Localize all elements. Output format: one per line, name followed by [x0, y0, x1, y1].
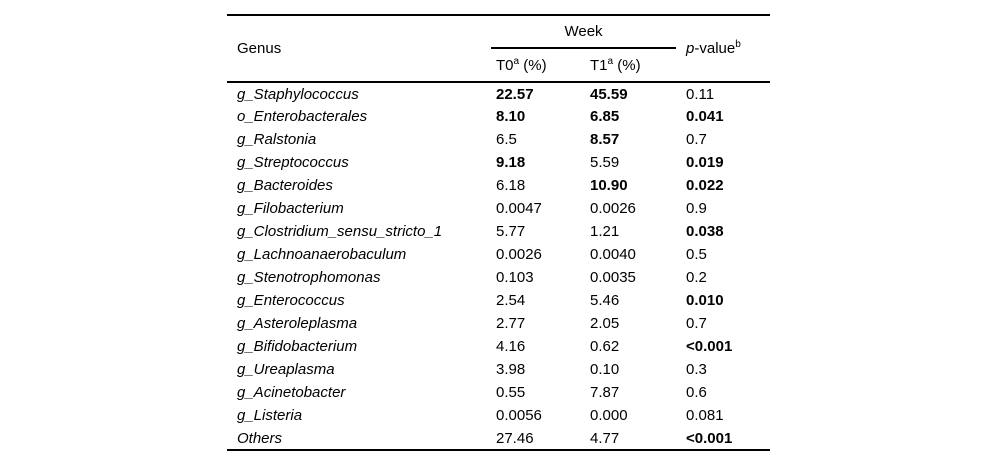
p-value-cell: 0.019 — [686, 154, 724, 171]
t1-cell: 0.0026 — [590, 200, 636, 217]
table-row: g_Staphylococcus 22.57 45.59 0.11 — [227, 82, 770, 105]
table-row: g_Asteroleplasma 2.77 2.05 0.7 — [227, 312, 770, 335]
p-value-cell: 0.9 — [686, 200, 707, 217]
column-header-t1: T1a (%) — [585, 48, 676, 82]
genus-cell: g_Enterococcus — [237, 292, 345, 309]
p-value-cell: 0.3 — [686, 361, 707, 378]
genus-cell: g_Lachnoanaerobaculum — [237, 246, 407, 263]
genus-cell: Others — [237, 429, 283, 447]
table-row: g_Listeria 0.0056 0.000 0.081 — [227, 404, 770, 427]
table-header: Genus Week p-valueb T0a (%) T1a (%) — [227, 15, 771, 82]
column-header-t0: T0a (%) — [491, 48, 585, 82]
p-value-cell: <0.001 — [686, 338, 733, 355]
t0-cell: 6.18 — [496, 177, 526, 194]
table-row: g_Bifidobacterium 4.16 0.62 <0.001 — [227, 335, 770, 358]
t0-cell: 0.0026 — [496, 246, 542, 263]
genus-abundance-table-wrap: Genus Week p-valueb T0a (%) T1a (%) g_St… — [227, 14, 771, 451]
t1-cell: 0.0040 — [590, 246, 636, 263]
p-value-footnote-marker: b — [735, 39, 741, 50]
t0-cell: 22.57 — [496, 85, 534, 103]
p-value-cell: 0.2 — [686, 269, 707, 286]
t1-cell: 0.0035 — [590, 269, 636, 286]
table-row: g_Bacteroides 6.18 10.90 0.022 — [227, 174, 770, 197]
table-row: g_Ureaplasma 3.98 0.10 0.3 — [227, 358, 770, 381]
t0-cell: 27.46 — [496, 429, 534, 447]
t0-cell: 2.77 — [496, 315, 526, 332]
t1-cell: 45.59 — [590, 85, 628, 103]
t1-footnote-marker: a — [607, 55, 614, 67]
t1-cell: 0.62 — [590, 338, 620, 355]
column-header-p-value: p-valueb — [676, 15, 770, 82]
p-value-suffix: -value — [694, 40, 736, 57]
t0-cell: 9.18 — [496, 154, 526, 171]
genus-cell: g_Ureaplasma — [237, 361, 335, 378]
table-row: g_Clostridium_sensu_stricto_1 5.77 1.21 0.0… — [227, 220, 770, 243]
table-row: g_Ralstonia 6.5 8.57 0.7 — [227, 128, 770, 151]
p-value-cell: 0.038 — [686, 223, 724, 240]
table-row: g_Lachnoanaerobaculum 0.0026 0.0040 0.5 — [227, 243, 770, 266]
t1-unit: (%) — [613, 56, 641, 74]
genus-cell: o_Enterobacterales — [237, 108, 368, 125]
t1-cell: 0.10 — [590, 361, 620, 378]
t1-cell: 1.21 — [590, 223, 620, 240]
t1-cell: 10.90 — [590, 177, 628, 194]
genus-cell: g_Filobacterium — [237, 200, 344, 217]
t0-cell: 5.77 — [496, 223, 526, 240]
t0-label: T0 — [496, 56, 514, 74]
genus-cell: g_Staphylococcus — [237, 85, 359, 103]
table-row: o_Enterobacterales 8.10 6.85 0.041 — [227, 105, 770, 128]
t1-cell: 5.46 — [590, 292, 620, 309]
t0-cell: 0.0047 — [496, 200, 542, 217]
t1-cell: 5.59 — [590, 154, 620, 171]
genus-cell: g_Asteroleplasma — [237, 315, 358, 332]
genus-cell: g_Ralstonia — [237, 131, 317, 148]
t1-cell: 8.57 — [590, 131, 620, 148]
column-header-genus: Genus — [237, 40, 282, 57]
p-value-cell: 0.7 — [686, 315, 707, 332]
table-row: g_Streptococcus 9.18 5.59 0.019 — [227, 151, 770, 174]
genus-cell: g_Bacteroides — [237, 177, 333, 194]
t0-cell: 8.10 — [496, 108, 526, 125]
t0-cell: 4.16 — [496, 338, 526, 355]
t0-cell: 0.55 — [496, 384, 526, 401]
t1-cell: 7.87 — [590, 384, 620, 401]
t1-label: T1 — [590, 56, 608, 74]
table-row: g_Filobacterium 0.0047 0.0026 0.9 — [227, 197, 770, 220]
p-value-cell: <0.001 — [686, 429, 733, 447]
t0-unit: (%) — [519, 56, 547, 74]
p-value-cell: 0.11 — [686, 85, 715, 103]
t0-cell: 0.0056 — [496, 407, 542, 424]
table-row: Others 27.46 4.77 <0.001 — [227, 427, 770, 450]
t1-cell: 6.85 — [590, 108, 620, 125]
p-value-cell: 0.5 — [686, 246, 707, 263]
genus-abundance-table: Genus Week p-valueb T0a (%) T1a (%) g_St… — [227, 14, 771, 451]
p-value-cell: 0.041 — [686, 108, 724, 125]
genus-cell: g_Acinetobacter — [237, 384, 346, 401]
t0-cell: 0.103 — [496, 269, 534, 286]
table-row: g_Enterococcus 2.54 5.46 0.010 — [227, 289, 770, 312]
p-value-cell: 0.7 — [686, 131, 707, 148]
t0-cell: 3.98 — [496, 361, 526, 378]
p-value-cell: 0.022 — [686, 177, 724, 194]
table-row: g_Acinetobacter 0.55 7.87 0.6 — [227, 381, 770, 404]
genus-cell: g_Bifidobacterium — [237, 338, 358, 355]
p-value-cell: 0.081 — [686, 407, 724, 424]
p-value-cell: 0.010 — [686, 292, 724, 309]
genus-cell: g_Stenotrophomonas — [237, 269, 381, 286]
t1-cell: 2.05 — [590, 315, 620, 332]
genus-cell: g_Clostridium_sensu_stricto_1 — [237, 223, 443, 240]
p-value-italic-p: p — [686, 40, 695, 57]
table-row: g_Stenotrophomonas 0.103 0.0035 0.2 — [227, 266, 770, 289]
column-header-week: Week — [491, 15, 677, 49]
p-value-cell: 0.6 — [686, 384, 707, 401]
t0-cell: 6.5 — [496, 131, 517, 148]
genus-cell: g_Streptococcus — [237, 154, 349, 171]
t1-cell: 0.000 — [590, 407, 628, 424]
t1-cell: 4.77 — [590, 429, 620, 447]
t0-footnote-marker: a — [513, 55, 520, 67]
genus-cell: g_Listeria — [237, 407, 303, 424]
t0-cell: 2.54 — [496, 292, 526, 309]
table-body: g_Staphylococcus 22.57 45.59 0.11 o_Enteroba… — [227, 82, 770, 450]
